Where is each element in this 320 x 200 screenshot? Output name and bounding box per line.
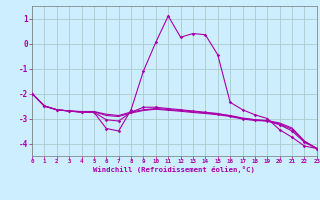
X-axis label: Windchill (Refroidissement éolien,°C): Windchill (Refroidissement éolien,°C) [93,166,255,173]
